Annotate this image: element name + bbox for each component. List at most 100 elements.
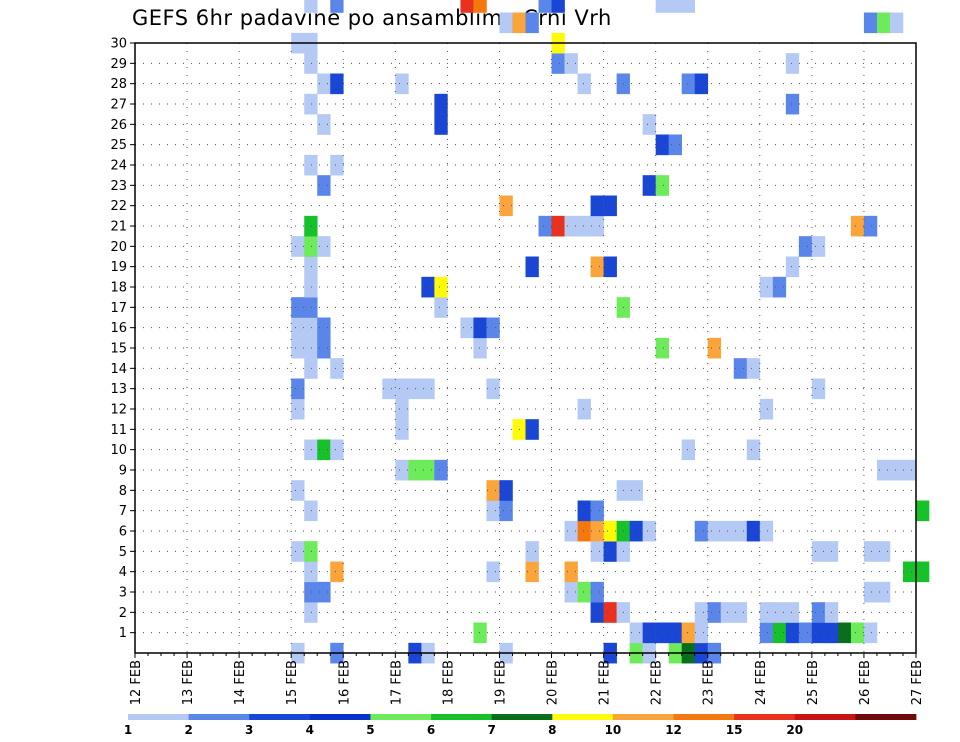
x-tick-label: 13 FEB — [181, 660, 196, 705]
precip-cell — [499, 480, 513, 501]
precip-cell — [551, 53, 565, 74]
precip-cell — [668, 622, 682, 644]
legend-label: 3 — [245, 723, 253, 737]
precip-cell — [499, 12, 513, 34]
precip-cell — [772, 622, 787, 644]
precip-cell — [798, 622, 813, 644]
grid-lines — [135, 42, 916, 653]
y-tick-label: 30 — [110, 37, 127, 52]
precip-cell — [603, 195, 617, 217]
precip-cell — [434, 459, 448, 481]
precip-cell — [681, 439, 696, 461]
precip-cell — [772, 602, 787, 623]
x-tick-label: 12 FEB — [129, 660, 144, 705]
precip-cell — [655, 0, 669, 13]
precip-cell — [694, 602, 709, 623]
precip-cell — [512, 12, 526, 34]
precip-cell — [499, 500, 513, 522]
precip-cell — [681, 73, 696, 95]
precip-cell — [577, 215, 591, 237]
precip-cell — [473, 622, 487, 644]
y-tick-label: 1 — [119, 626, 127, 641]
precip-cell — [577, 398, 591, 420]
precip-cell — [395, 419, 409, 440]
precip-cell — [499, 195, 513, 217]
precip-cell — [642, 520, 656, 542]
y-tick-label: 21 — [110, 220, 127, 235]
precip-cell — [330, 358, 344, 379]
precip-cell — [642, 114, 656, 135]
precip-cell — [525, 419, 539, 440]
precip-cell — [902, 459, 917, 481]
precip-cell — [434, 276, 448, 298]
precip-cell — [304, 500, 318, 522]
precip-cell — [421, 276, 435, 298]
legend-label: 12 — [665, 723, 682, 737]
legend-label: 5 — [366, 723, 374, 737]
precip-cell — [304, 154, 318, 176]
legend-label: 8 — [548, 723, 556, 737]
precip-cell — [317, 317, 331, 339]
precip-cell — [707, 520, 722, 542]
y-tick-label: 18 — [110, 281, 127, 296]
y-tick-label: 23 — [110, 179, 127, 194]
precip-cell — [590, 541, 604, 562]
precip-cell — [759, 622, 774, 644]
precip-cell — [902, 561, 917, 583]
precip-cell — [395, 398, 409, 420]
precip-cell — [668, 0, 682, 13]
precip-cell — [434, 93, 448, 115]
precip-cell — [889, 459, 904, 481]
precip-cell — [395, 459, 409, 481]
y-tick-label: 19 — [110, 260, 127, 275]
precip-cell — [473, 0, 487, 13]
precip-cell — [486, 317, 500, 339]
precip-cell — [863, 215, 878, 237]
precip-cell — [317, 581, 331, 603]
x-tick-label: 14 FEB — [233, 660, 248, 705]
precip-cell — [590, 581, 604, 603]
y-axis: 1234567891011121314151617181920212223242… — [110, 37, 135, 641]
precip-cell — [291, 378, 305, 400]
precip-cell — [590, 195, 604, 217]
precip-cell — [395, 378, 409, 400]
precip-cell — [564, 53, 578, 74]
legend-swatch — [309, 714, 371, 720]
legend-label: 4 — [306, 723, 314, 737]
y-tick-label: 9 — [119, 464, 127, 479]
precip-cell — [837, 622, 852, 644]
legend-swatch — [794, 714, 856, 720]
precip-cell — [317, 439, 331, 461]
y-tick-label: 11 — [110, 423, 127, 438]
precip-cell — [525, 256, 539, 278]
precip-cell — [668, 134, 682, 156]
precip-cell — [694, 520, 709, 542]
precip-cell — [330, 73, 344, 95]
precip-cell — [785, 256, 800, 278]
precip-cell — [304, 317, 318, 339]
precip-cell — [525, 12, 539, 34]
precip-cell — [850, 215, 865, 237]
y-tick-label: 28 — [110, 77, 127, 92]
x-tick-label: 22 FEB — [650, 660, 665, 705]
precip-cell — [590, 256, 604, 278]
precip-cell — [551, 215, 565, 237]
precip-cell — [785, 622, 800, 644]
precip-cell — [629, 480, 643, 501]
y-tick-label: 29 — [110, 57, 127, 72]
precip-cell — [304, 0, 318, 13]
x-tick-label: 18 FEB — [441, 660, 456, 705]
precip-cell — [434, 114, 448, 135]
legend-swatch — [491, 714, 553, 720]
legend-swatch — [673, 714, 735, 720]
x-tick-label: 20 FEB — [546, 660, 561, 705]
precip-cell — [551, 0, 565, 13]
y-tick-label: 24 — [110, 159, 127, 174]
y-tick-label: 13 — [110, 382, 127, 397]
y-tick-label: 10 — [110, 443, 127, 458]
y-tick-label: 6 — [119, 525, 127, 540]
precip-cell — [525, 541, 539, 562]
precip-cell — [590, 215, 604, 237]
legend-label: 6 — [427, 723, 435, 737]
precip-cell — [916, 500, 930, 522]
